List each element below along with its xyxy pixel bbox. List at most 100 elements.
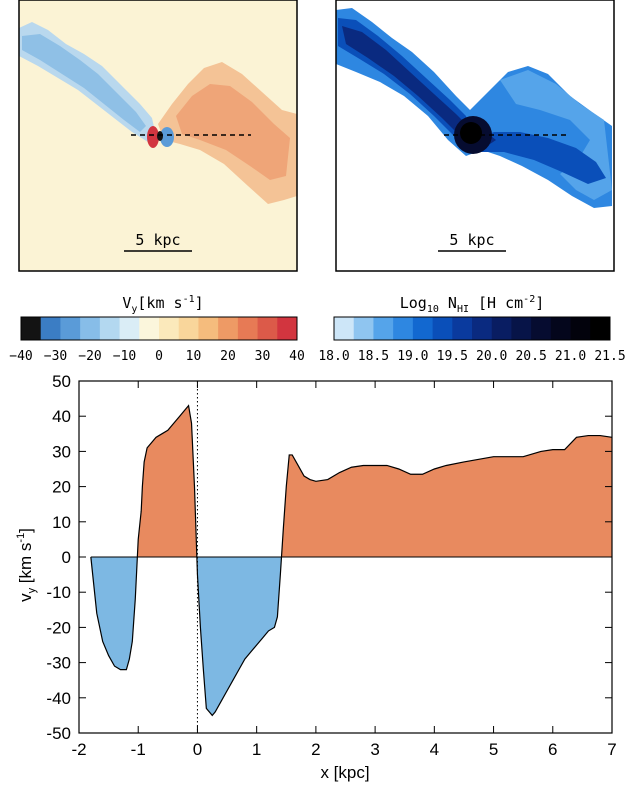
y-tick-label: -10 [46, 583, 71, 602]
column-density-colorbar-cell [550, 317, 571, 340]
y-tick-label: 40 [52, 407, 71, 426]
column-density-colorbar-cell [393, 317, 414, 340]
column-density-colorbar-tick-label: 19.5 [437, 349, 468, 364]
column-density-colorbar-tick-label: 19.0 [397, 349, 428, 364]
column-density-colorbar-tick-label: 21.5 [594, 349, 625, 364]
velocity-colorbar-tick-label: 20 [220, 349, 236, 364]
velocity-colorbar-cell [80, 317, 101, 340]
x-tick-label: 2 [311, 740, 320, 759]
velocity-colorbar-tick-label: 40 [289, 349, 305, 364]
column-density-colorbar-cell [590, 317, 611, 340]
velocity-colorbar-cell [218, 317, 239, 340]
central-source-red [147, 126, 159, 148]
column-density-colorbar-cell [353, 317, 374, 340]
velocity-curve [90, 404, 613, 717]
velocity-colorbar-cell [139, 317, 160, 340]
y-tick-label: 20 [52, 478, 71, 497]
y-tick-label: -40 [46, 689, 71, 708]
x-tick-label: 0 [193, 740, 202, 759]
velocity-colorbar-label: Vy[km s-1] [122, 294, 203, 315]
y-tick-label: 50 [52, 372, 71, 391]
velocity-colorbar-cells [21, 317, 298, 340]
x-tick-label: -1 [131, 740, 146, 759]
column-density-colorbar-frame [333, 316, 611, 341]
velocity-colorbar-cell [60, 317, 81, 340]
negative-velocity-area [196, 557, 282, 716]
velocity-colorbar-tick-label: 30 [255, 349, 271, 364]
velocity-colorbar-ticks: −40 −30 −20 −10 0 10 20 30 40 [9, 349, 305, 364]
velocity-colorbar-tick-label: −20 [78, 349, 101, 364]
column-density-map-image [336, 8, 612, 208]
velocity-colorbar-tick-label: −40 [9, 349, 32, 364]
velocity-colorbar-cell [237, 317, 258, 340]
x-tick-label: 1 [252, 740, 261, 759]
scale-bar-label: 5 kpc [135, 231, 180, 249]
column-density-colorbar-cells [334, 317, 611, 340]
y-tick-label: -20 [46, 618, 71, 637]
scale-bar-label: 5 kpc [449, 231, 494, 249]
y-tick-label: -30 [46, 654, 71, 673]
plot-area [78, 380, 613, 734]
column-density-colorbar: Log10 NHI [H cm-2] 18.0 18.5 19.0 19.5 20.0 2… [318, 294, 625, 364]
column-density-colorbar-cell [491, 317, 512, 340]
velocity-colorbar-frame [20, 316, 298, 341]
velocity-colorbar-cell [277, 317, 298, 340]
velocity-colorbar-cell [178, 317, 199, 340]
velocity-colorbar-tick-label: −10 [113, 349, 136, 364]
column-density-colorbar-cell [531, 317, 552, 340]
velocity-colorbar-cell [198, 317, 219, 340]
blueshifted-gas-core [22, 34, 146, 132]
column-density-colorbar-cell [334, 317, 355, 340]
x-axis-label: x [kpc] [320, 763, 369, 782]
column-density-colorbar-tick-label: 21.0 [555, 349, 586, 364]
central-source-blue [160, 127, 174, 147]
central-source-dark [157, 131, 163, 141]
column-density-colorbar-tick-label: 18.5 [358, 349, 389, 364]
velocity-colorbar: Vy[km s-1] −40 −30 −20 −10 0 10 20 30 40 [9, 294, 305, 364]
velocity-profile-chart: -2 -1 0 1 2 3 4 5 6 7 -50-40-30-20-1001020304050 … [15, 372, 617, 782]
velocity-map-image [19, 22, 297, 204]
y-tick-label: 30 [52, 442, 71, 461]
velocity-colorbar-cell [119, 317, 140, 340]
x-tick-label: 4 [430, 740, 439, 759]
x-tick-label: 7 [607, 740, 616, 759]
positive-velocity-area [137, 405, 197, 557]
column-density-colorbar-tick-label: 18.0 [318, 349, 349, 364]
y-axis-label: vy [km s-1] [15, 528, 38, 602]
column-density-colorbar-cell [511, 317, 532, 340]
y-tick-label: -50 [46, 724, 71, 743]
hi-filament [338, 18, 606, 184]
column-density-colorbar-cell [452, 317, 473, 340]
column-density-colorbar-cell [373, 317, 394, 340]
column-density-colorbar-cell [570, 317, 591, 340]
y-tick-label: 10 [52, 513, 71, 532]
column-density-map-frame [335, 0, 615, 272]
velocity-colorbar-tick-label: 10 [186, 349, 202, 364]
hi-filament-dense [342, 26, 496, 148]
x-axis: -2 -1 0 1 2 3 4 5 6 7 [71, 381, 617, 759]
positive-velocity-area [281, 435, 612, 557]
velocity-colorbar-cell [21, 317, 42, 340]
y-axis: -50 -40 -30 -20 -10 0 10 20 30 40 50 [46, 372, 612, 743]
column-density-colorbar-cell [472, 317, 493, 340]
x-tick-label: 5 [489, 740, 498, 759]
velocity-colorbar-cell [40, 317, 61, 340]
velocity-map-frame [18, 0, 298, 272]
negative-velocity-area [90, 557, 138, 670]
velocity-map-panel: 5 kpc [18, 0, 298, 272]
x-tick-label: -2 [71, 740, 86, 759]
column-density-colorbar-ticks: 18.0 18.5 19.0 19.5 20.0 20.5 21.0 21.5 [318, 349, 625, 364]
column-density-colorbar-tick-label: 20.0 [476, 349, 507, 364]
velocity-colorbar-tick-label: −30 [44, 349, 67, 364]
x-tick-label: 3 [370, 740, 379, 759]
y-tick-label: 0 [62, 548, 71, 567]
velocity-colorbar-cell [257, 317, 278, 340]
central-galaxy-core [460, 122, 482, 144]
column-density-map-panel: 5 kpc [335, 0, 615, 272]
column-density-colorbar-cell [412, 317, 433, 340]
velocity-colorbar-cell [159, 317, 180, 340]
redshifted-gas-core [176, 84, 290, 180]
column-density-colorbar-cell [432, 317, 453, 340]
x-tick-label: 6 [548, 740, 557, 759]
